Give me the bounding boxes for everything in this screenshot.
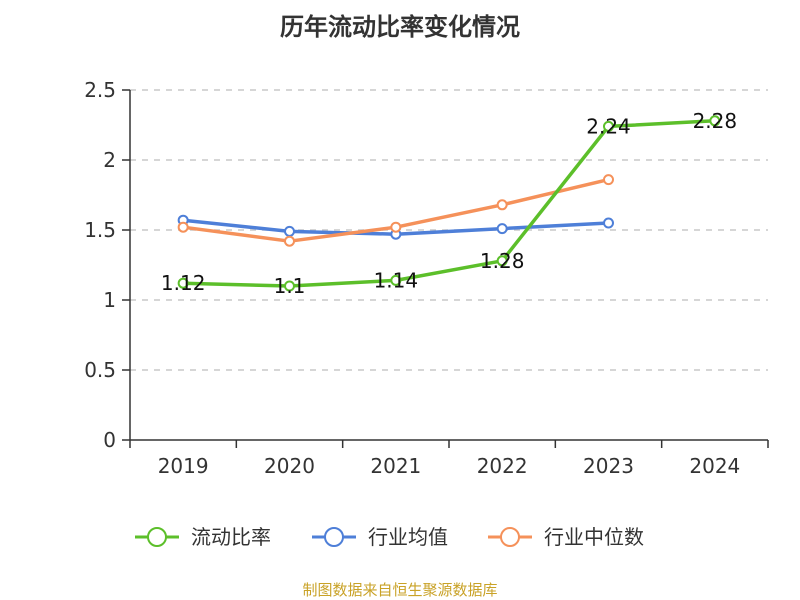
grid [130,89,768,371]
chart-title: 历年流动比率变化情况 [280,13,520,41]
data-point [177,221,189,233]
data-label: 1.28 [480,249,525,273]
legend-item: 行业中位数 [488,525,644,549]
data-point [709,115,721,127]
y-tick-label: 1 [103,288,116,312]
data-point [390,274,402,286]
series-line [183,119,715,288]
y-tick-label: 0.5 [84,358,116,382]
data-label: 1.14 [374,268,419,292]
y-tick-label: 2 [103,148,116,172]
data-point [603,217,614,229]
x-tick-label: 2023 [583,454,634,478]
data-point [284,280,295,292]
legend: 流动比率 行业均值 行业中位数 [135,525,644,549]
series-lines [177,115,721,292]
data-point [496,223,508,235]
x-tick-label: 2021 [370,454,421,478]
data-point [284,235,295,247]
legend-label: 行业均值 [368,525,448,549]
source-note: 制图数据来自恒生聚源数据库 [302,581,497,599]
data-label: 2.28 [693,109,738,133]
legend-item: 行业均值 [312,525,448,549]
data-label: 2.24 [586,114,631,138]
x-tick-label: 2020 [264,454,315,478]
legend-item: 流动比率 [135,525,271,549]
series-0 [177,115,721,292]
legend-label: 行业中位数 [544,525,644,549]
axes: 0 0.5 1 1.5 2 2.5 2019 2020 2021 2022 2023 2024 [84,78,769,478]
x-tick-label: 2024 [689,454,740,478]
data-point [177,277,189,289]
data-point [603,120,614,132]
y-tick-label: 1.5 [84,218,116,242]
data-point [390,221,402,233]
data-point [496,199,508,211]
series-2 [177,174,614,247]
data-label: 1.1 [274,274,306,298]
legend-marker [500,527,520,547]
data-point [284,225,295,237]
data-label: 1.12 [161,271,206,295]
data-labels: 1.12 1.1 1.14 1.28 2.24 2.28 [161,109,737,298]
data-point [603,174,614,186]
y-tick-label: 0 [103,428,116,452]
legend-label: 流动比率 [191,525,271,549]
x-tick-label: 2022 [477,454,528,478]
y-tick-label: 2.5 [84,78,116,102]
legend-marker [324,527,344,547]
x-tick-label: 2019 [158,454,209,478]
data-point [496,255,508,267]
legend-marker [147,527,167,547]
